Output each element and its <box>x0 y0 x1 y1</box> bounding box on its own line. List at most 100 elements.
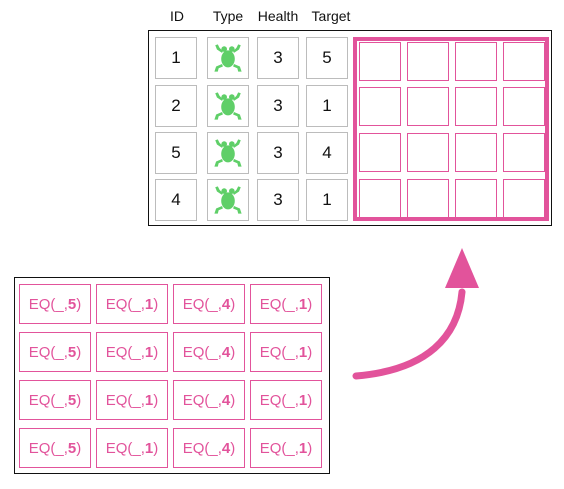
constraint-suffix: ) <box>307 391 313 409</box>
constraint-suffix: ) <box>230 343 236 361</box>
constraint-value: 1 <box>298 343 308 361</box>
constraint-value: 1 <box>144 343 154 361</box>
constraint-value: 1 <box>144 295 154 313</box>
target-cell: 4 <box>306 132 348 174</box>
header-type: Type <box>212 8 244 24</box>
id-cell: 5 <box>155 132 197 174</box>
slot-cell <box>503 42 545 81</box>
slot-cell <box>359 87 401 126</box>
constraint-cell: EQ(_, 1) <box>250 284 322 324</box>
constraint-suffix: ) <box>153 343 159 361</box>
slot-cell <box>359 42 401 81</box>
slot-cell <box>455 133 497 172</box>
header-id: ID <box>170 8 184 24</box>
constraint-value: 4 <box>221 295 231 313</box>
constraint-cell: EQ(_, 1) <box>250 380 322 420</box>
slot-cell <box>359 179 401 218</box>
header-target: Target <box>311 8 351 24</box>
constraint-suffix: ) <box>307 343 313 361</box>
constraint-suffix: ) <box>76 439 82 457</box>
type-cell <box>207 37 249 79</box>
slot-cell <box>407 179 449 218</box>
constraint-cell: EQ(_, 4) <box>173 332 245 372</box>
constraint-value: 1 <box>298 295 308 313</box>
constraint-suffix: ) <box>153 391 159 409</box>
frog-icon <box>214 44 242 72</box>
constraint-table <box>14 277 330 474</box>
constraint-cell: EQ(_, 1) <box>96 380 168 420</box>
target-cell: 1 <box>306 85 348 127</box>
constraint-value: 5 <box>67 295 77 313</box>
constraint-prefix: EQ(_, <box>105 343 145 361</box>
constraint-prefix: EQ(_, <box>259 391 299 409</box>
frog-icon <box>214 186 242 214</box>
frog-icon <box>214 139 242 167</box>
constraint-value: 1 <box>298 391 308 409</box>
id-cell: 1 <box>155 37 197 79</box>
constraint-value: 4 <box>221 439 231 457</box>
constraint-cell: EQ(_, 4) <box>173 284 245 324</box>
health-cell: 3 <box>257 85 299 127</box>
constraint-value: 4 <box>221 343 231 361</box>
constraint-value: 5 <box>67 439 77 457</box>
health-cell: 3 <box>257 132 299 174</box>
constraint-prefix: EQ(_, <box>105 295 145 313</box>
constraint-prefix: EQ(_, <box>182 391 222 409</box>
constraint-suffix: ) <box>76 295 82 313</box>
slot-cell <box>455 87 497 126</box>
constraint-cell: EQ(_, 1) <box>96 428 168 468</box>
constraint-suffix: ) <box>153 295 159 313</box>
slot-cell <box>503 179 545 218</box>
constraint-prefix: EQ(_, <box>105 391 145 409</box>
id-cell: 2 <box>155 85 197 127</box>
constraint-value: 1 <box>144 439 154 457</box>
slot-cell <box>455 42 497 81</box>
constraint-suffix: ) <box>230 295 236 313</box>
target-cell: 5 <box>306 37 348 79</box>
slot-cell <box>455 179 497 218</box>
constraint-suffix: ) <box>230 439 236 457</box>
constraint-suffix: ) <box>230 391 236 409</box>
type-cell <box>207 132 249 174</box>
constraint-prefix: EQ(_, <box>259 439 299 457</box>
constraint-cell: EQ(_, 5) <box>19 380 91 420</box>
slot-cell <box>407 87 449 126</box>
slot-cell <box>503 133 545 172</box>
constraint-suffix: ) <box>307 439 313 457</box>
constraint-cell: EQ(_, 4) <box>173 428 245 468</box>
constraint-prefix: EQ(_, <box>28 343 68 361</box>
slot-cell <box>503 87 545 126</box>
constraint-value: 4 <box>221 391 231 409</box>
id-cell: 4 <box>155 179 197 221</box>
slot-cell <box>407 42 449 81</box>
constraint-suffix: ) <box>76 343 82 361</box>
constraint-suffix: ) <box>307 295 313 313</box>
constraint-prefix: EQ(_, <box>259 343 299 361</box>
type-cell <box>207 179 249 221</box>
frog-icon <box>214 92 242 120</box>
constraint-cell: EQ(_, 1) <box>250 428 322 468</box>
health-cell: 3 <box>257 37 299 79</box>
curved-arrow-icon <box>352 248 479 380</box>
constraint-prefix: EQ(_, <box>259 295 299 313</box>
constraint-prefix: EQ(_, <box>28 439 68 457</box>
slot-cell <box>407 133 449 172</box>
header-health: Health <box>257 8 299 24</box>
constraint-value: 5 <box>67 343 77 361</box>
constraint-value: 1 <box>144 391 154 409</box>
constraint-prefix: EQ(_, <box>182 439 222 457</box>
constraint-suffix: ) <box>153 439 159 457</box>
constraint-prefix: EQ(_, <box>28 391 68 409</box>
constraint-cell: EQ(_, 4) <box>173 380 245 420</box>
constraint-cell: EQ(_, 1) <box>96 332 168 372</box>
target-slot-grid <box>353 37 549 221</box>
slot-cell <box>359 133 401 172</box>
target-cell: 1 <box>306 179 348 221</box>
constraint-value: 5 <box>67 391 77 409</box>
constraint-suffix: ) <box>76 391 82 409</box>
constraint-value: 1 <box>298 439 308 457</box>
constraint-cell: EQ(_, 5) <box>19 428 91 468</box>
health-cell: 3 <box>257 179 299 221</box>
constraint-prefix: EQ(_, <box>182 343 222 361</box>
constraint-prefix: EQ(_, <box>28 295 68 313</box>
